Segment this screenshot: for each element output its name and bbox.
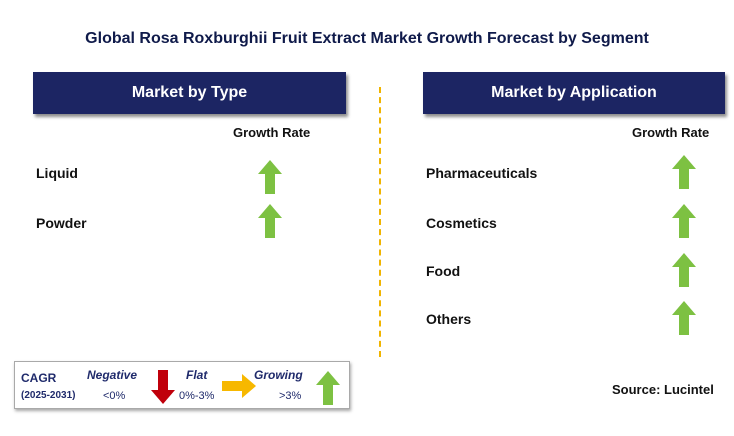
legend-growing-value: >3% bbox=[279, 390, 302, 402]
legend-flat-value: 0%-3% bbox=[179, 390, 215, 402]
legend-negative-value: <0% bbox=[103, 390, 126, 402]
legend-period-label: (2025-2031) bbox=[21, 390, 76, 401]
legend-cagr-label: CAGR bbox=[21, 371, 57, 385]
market-by-application-header: Market by Application bbox=[423, 72, 725, 114]
growing-arrow-icon bbox=[258, 204, 282, 238]
green-up-arrow-icon bbox=[316, 371, 340, 405]
segment-label-pharmaceuticals: Pharmaceuticals bbox=[426, 165, 538, 181]
chart-title: Global Rosa Roxburghii Fruit Extract Mar… bbox=[85, 30, 649, 47]
panel-divider bbox=[379, 87, 381, 357]
growing-arrow-icon bbox=[258, 160, 282, 194]
legend-negative-label: Negative bbox=[87, 368, 138, 382]
segment-label-food: Food bbox=[426, 263, 461, 279]
market-by-type-header: Market by Type bbox=[33, 72, 346, 114]
market-by-type-header-label: Market by Type bbox=[131, 84, 248, 101]
market-by-application-header-label: Market by Application bbox=[491, 84, 657, 101]
legend-growing-label: Growing bbox=[254, 368, 303, 382]
legend-flat-label: Flat bbox=[186, 368, 208, 382]
growing-arrow-icon bbox=[672, 253, 696, 287]
source-label: Source: Lucintel bbox=[612, 382, 714, 397]
growing-arrow-icon bbox=[672, 301, 696, 335]
red-down-arrow-icon bbox=[151, 370, 175, 404]
growing-arrow-icon bbox=[672, 204, 696, 238]
yellow-right-arrow-icon bbox=[222, 374, 256, 398]
growth-rate-label-application: Growth Rate bbox=[632, 125, 710, 140]
segment-label-liquid: Liquid bbox=[36, 165, 78, 181]
growing-arrow-icon bbox=[672, 155, 696, 189]
segment-label-others: Others bbox=[426, 311, 472, 327]
cagr-legend: CAGR (2025-2031) Negative <0% Flat 0%-3%… bbox=[14, 361, 350, 409]
segment-label-cosmetics: Cosmetics bbox=[426, 215, 497, 231]
growth-rate-label-type: Growth Rate bbox=[233, 125, 311, 140]
segment-label-powder: Powder bbox=[36, 215, 87, 231]
